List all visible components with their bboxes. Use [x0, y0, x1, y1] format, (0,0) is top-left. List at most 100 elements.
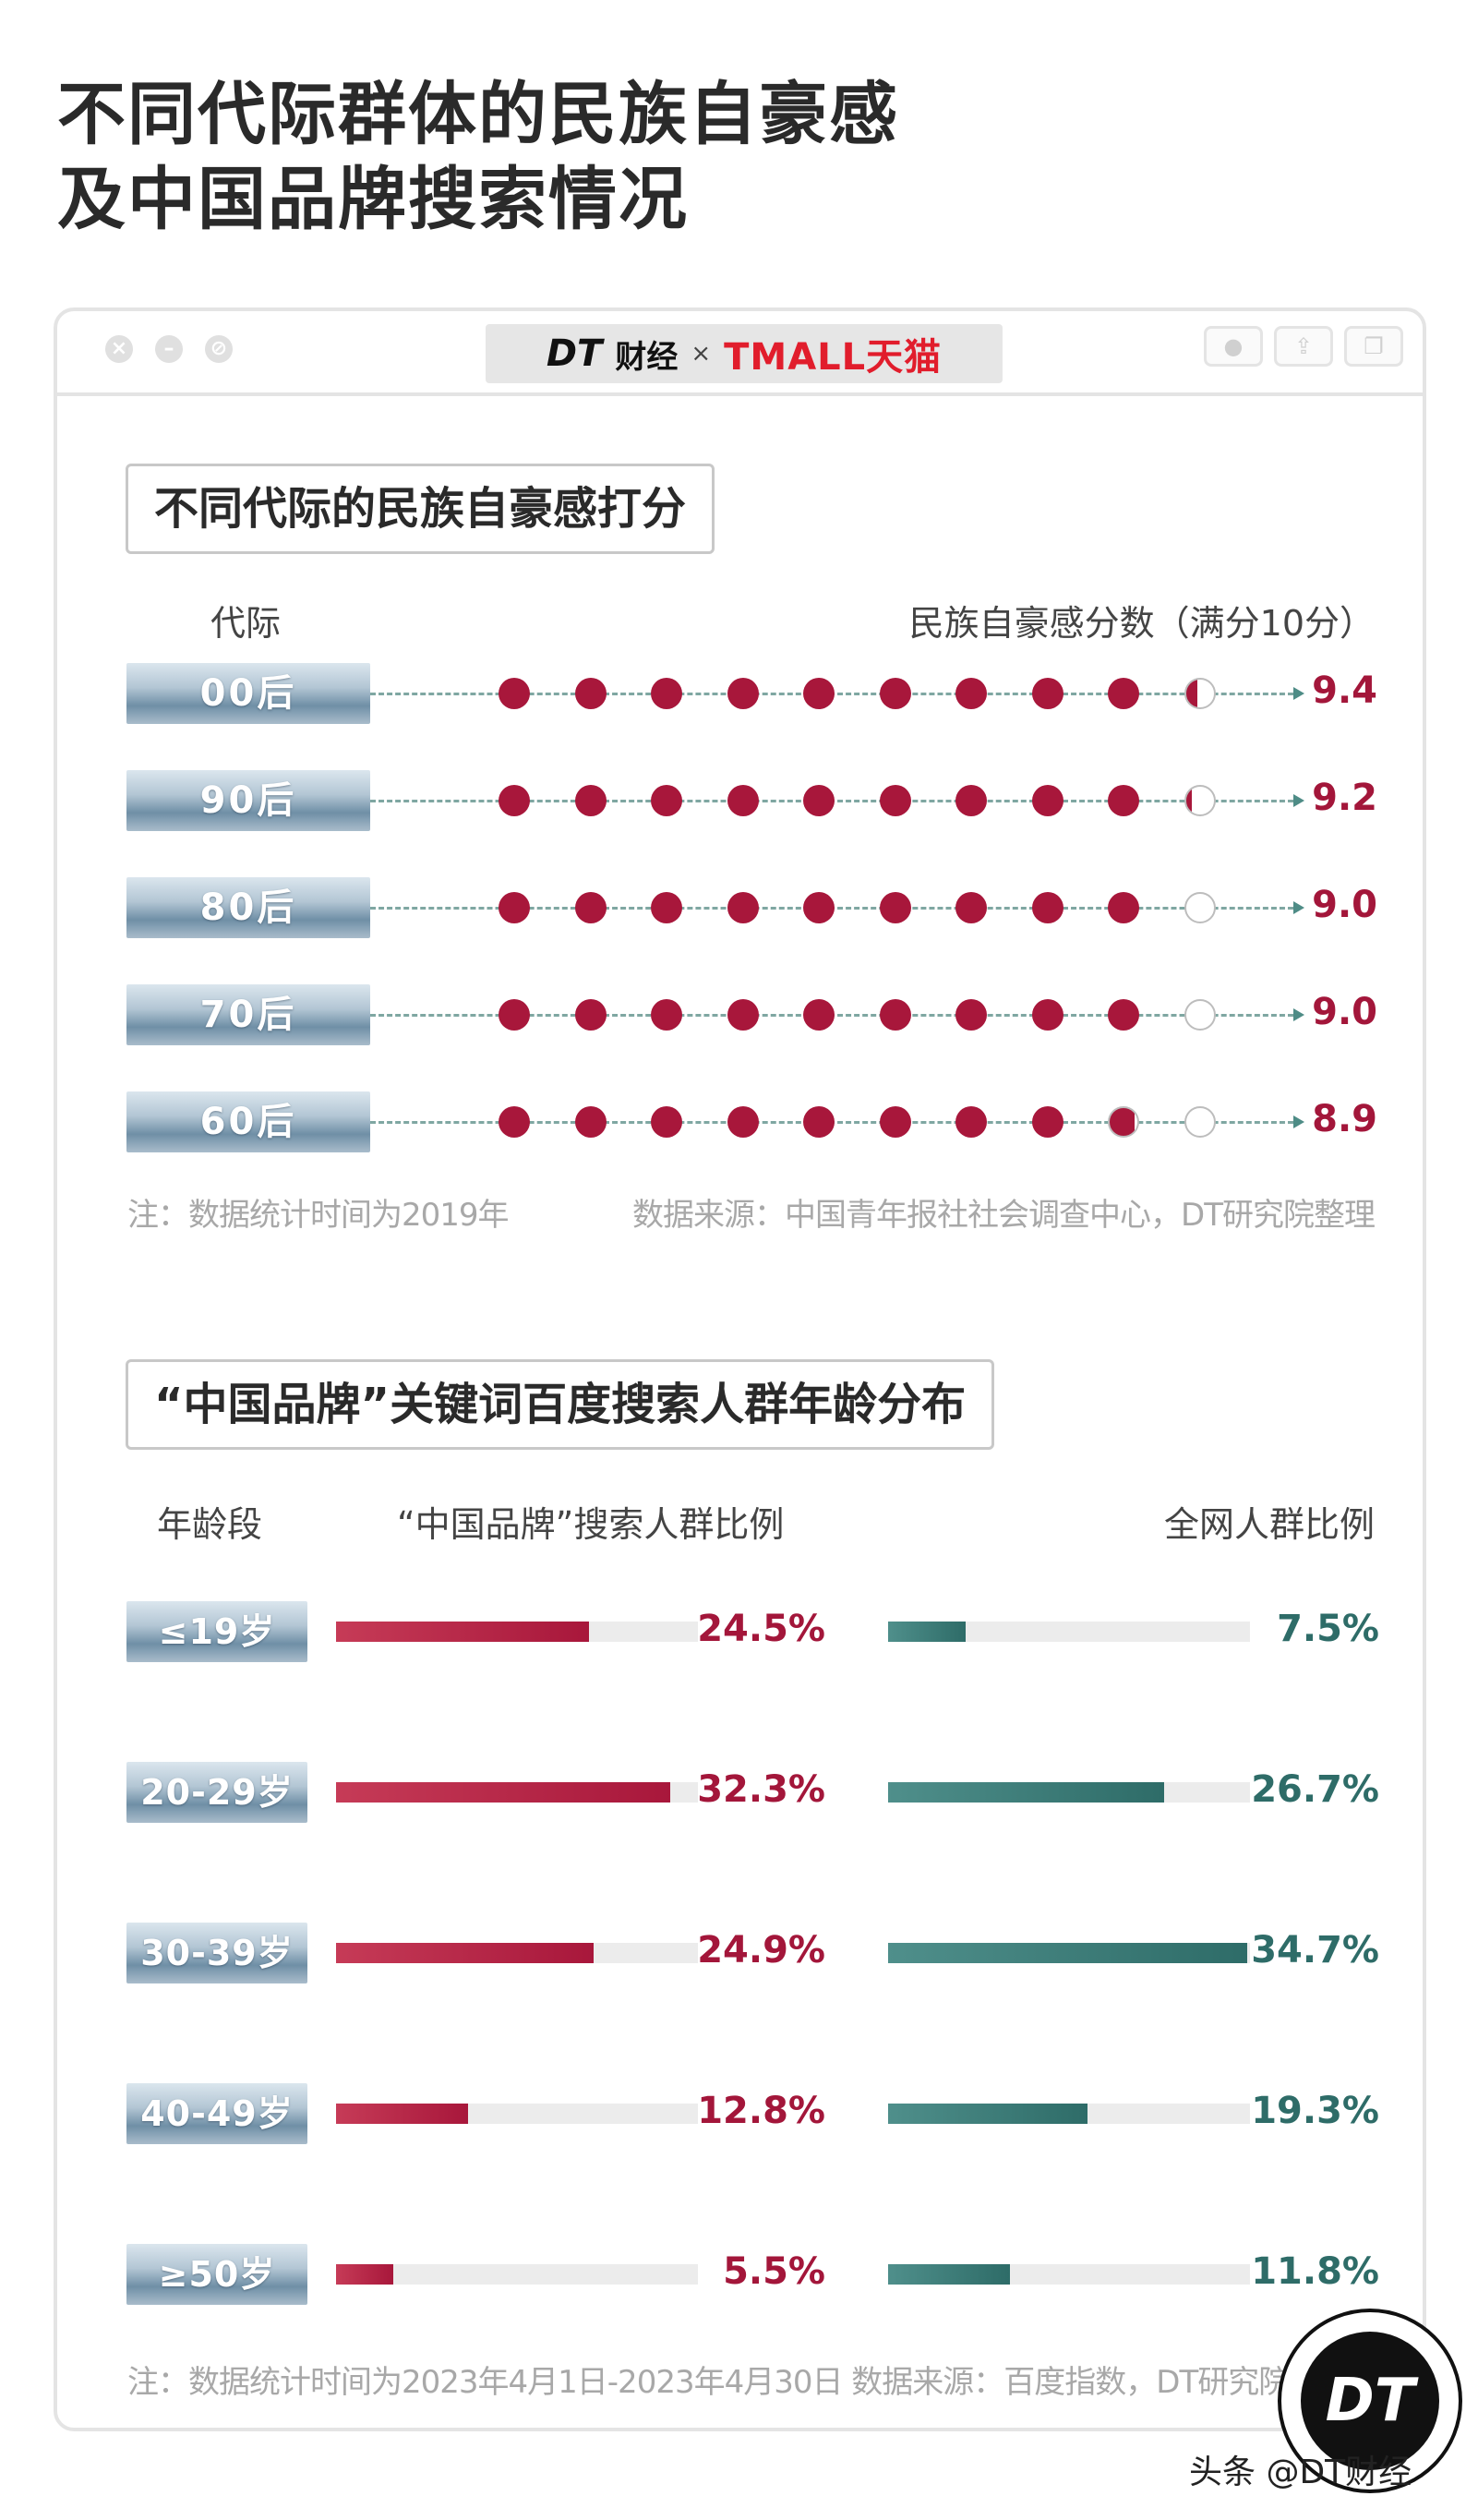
score-dot [1184, 785, 1216, 816]
score-dot [1108, 892, 1139, 923]
bar-track [888, 1622, 1250, 1642]
copy-icon[interactable]: ❐ [1344, 326, 1403, 367]
score-dot [1108, 678, 1139, 709]
score-dot [955, 999, 987, 1031]
score-dot [651, 999, 682, 1031]
age-group-label: 20-29岁 [126, 1762, 307, 1823]
score-dot [879, 678, 911, 709]
all-ratio-column-header: 全网人群比例 [1163, 1504, 1375, 1545]
score-dot [1108, 1106, 1139, 1138]
bar-track [336, 2104, 698, 2124]
watermark: 头条 @DT财经 [1189, 2454, 1412, 2491]
generation-column-header: 代际 [210, 603, 282, 644]
score-dot [499, 785, 530, 816]
share-icon[interactable]: ⇪ [1274, 326, 1333, 367]
bar-track [336, 1622, 698, 1642]
score-value: 8.9 [1312, 1098, 1377, 1140]
brand-dt: DT [546, 332, 603, 375]
brand-bar: DT 财经 × TMALL天猫 [486, 324, 1003, 383]
score-dot [727, 892, 759, 923]
fullscreen-icon[interactable]: ⊘ [205, 335, 233, 363]
generation-label: 00后 [126, 663, 370, 724]
score-dot [651, 892, 682, 923]
score-dot [651, 785, 682, 816]
brand-times: × [691, 340, 712, 368]
brand-caijing: 财经 [615, 338, 679, 376]
score-dot [879, 785, 911, 816]
score-value: 9.4 [1312, 669, 1377, 712]
generation-label: 70后 [126, 984, 370, 1045]
main-title: 不同代际群体的民族自豪感 及中国品牌搜索情况 [57, 72, 899, 242]
section2-title: “中国品牌”关键词百度搜索人群年龄分布 [126, 1359, 995, 1450]
score-dot [1031, 999, 1063, 1031]
age-group-label: ≥50岁 [126, 2244, 307, 2305]
all-ratio-value: 7.5% [1277, 1608, 1379, 1650]
bar-track [888, 1782, 1250, 1803]
score-dot [879, 892, 911, 923]
age-group-label: ≤19岁 [126, 1601, 307, 1662]
dt-logo-text: DT [1301, 2332, 1439, 2470]
age-column-header: 年龄段 [157, 1504, 263, 1545]
score-dot [651, 678, 682, 709]
score-dot [499, 892, 530, 923]
brand-tmall: TMALL天猫 [724, 336, 943, 379]
arrow-icon [1293, 687, 1304, 700]
main-title-line1: 不同代际群体的民族自豪感 [57, 75, 899, 154]
search-ratio-value: 24.5% [697, 1608, 825, 1650]
search-ratio-bar [336, 1782, 670, 1803]
search-ratio-bar [336, 1943, 594, 1963]
generation-label: 90后 [126, 770, 370, 831]
record-icon[interactable]: ● [1204, 326, 1263, 367]
score-dot [574, 785, 607, 816]
all-ratio-value: 34.7% [1251, 1929, 1379, 1971]
score-dot [955, 1106, 987, 1138]
score-dot [727, 785, 759, 816]
score-dot [1184, 1106, 1216, 1138]
section1-source: 数据来源：中国青年报社社会调查中心，DT研究院整理 [632, 1197, 1376, 1234]
bar-track [888, 2104, 1250, 2124]
generation-label: 80后 [126, 877, 370, 938]
search-ratio-value: 5.5% [723, 2250, 825, 2293]
score-dot [803, 892, 835, 923]
search-ratio-column-header: “中国品牌”搜索人群比例 [397, 1504, 785, 1545]
bar-track [336, 1943, 698, 1963]
score-dot [574, 1106, 607, 1138]
all-ratio-bar [888, 1782, 1164, 1803]
score-dot [574, 892, 607, 923]
score-dot [727, 1106, 759, 1138]
score-dot [879, 999, 911, 1031]
score-dot [1108, 785, 1139, 816]
arrow-icon [1293, 794, 1304, 807]
dt-logo: DT [1278, 2309, 1462, 2493]
section1-note: 注：数据统计时间为2019年 [127, 1197, 510, 1234]
bar-track [336, 1782, 698, 1803]
score-dot [803, 678, 835, 709]
score-dot [1184, 892, 1216, 923]
bar-track [888, 1943, 1250, 1963]
score-dot [499, 1106, 530, 1138]
age-group-label: 30-39岁 [126, 1923, 307, 1983]
score-dot [499, 999, 530, 1031]
minimize-icon[interactable]: – [155, 335, 183, 363]
search-ratio-bar [336, 2264, 393, 2285]
score-dot [1031, 678, 1063, 709]
score-dot [499, 678, 530, 709]
score-value: 9.0 [1312, 991, 1377, 1033]
score-dot [803, 785, 835, 816]
all-ratio-bar [888, 1943, 1247, 1963]
score-dot [1031, 892, 1063, 923]
section2-note: 注：数据统计时间为2023年4月1日-2023年4月30日 数据来源：百度指数，… [127, 2364, 1351, 2401]
score-dot [1108, 999, 1139, 1031]
score-dot [727, 999, 759, 1031]
all-ratio-bar [888, 1622, 966, 1642]
main-title-line2: 及中国品牌搜索情况 [57, 160, 689, 239]
close-icon[interactable]: × [105, 335, 133, 363]
search-ratio-value: 24.9% [697, 1929, 825, 1971]
score-dot [955, 785, 987, 816]
score-dot [1031, 1106, 1063, 1138]
search-ratio-value: 32.3% [697, 1768, 825, 1811]
search-ratio-bar [336, 1622, 590, 1642]
score-value: 9.2 [1312, 777, 1377, 819]
score-dot [1184, 678, 1216, 709]
all-ratio-bar [888, 2104, 1088, 2124]
